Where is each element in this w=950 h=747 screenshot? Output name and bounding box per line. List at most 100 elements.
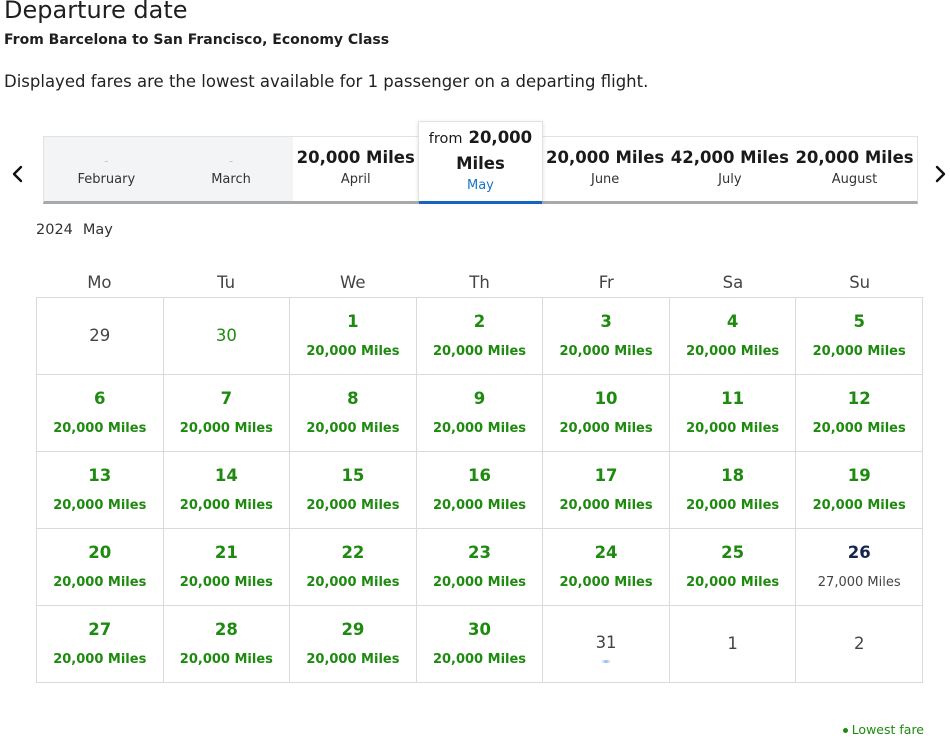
from-label: from [428,131,463,147]
day-number: 22 [341,543,365,562]
weekday-label: Mo [87,273,112,292]
day-cell[interactable]: 10 20,000 Miles [543,375,670,452]
legend: Lowest fare [842,722,924,737]
day-fare: 20,000 Miles [432,498,527,513]
day-cell[interactable]: 29 20,000 Miles [290,606,417,683]
previous-month-button[interactable] [6,162,30,186]
month-tab-june[interactable]: 20,000 Miles June [543,137,668,201]
day-cell[interactable]: 2 20,000 Miles [416,298,544,375]
day-cell[interactable]: 21 20,000 Miles [163,529,291,606]
day-cell[interactable]: 25 20,000 Miles [669,529,797,606]
day-number: 28 [214,620,238,639]
day-number: 16 [468,466,491,485]
day-cell[interactable]: 15 20,000 Miles [290,452,417,529]
month-name: August [831,172,878,187]
day-fare: 20,000 Miles [432,344,527,359]
day-cell[interactable]: 1 20,000 Miles [290,298,417,375]
day-cell[interactable]: 19 20,000 Miles [796,452,923,529]
day-cell[interactable]: 26 27,000 Miles [796,529,923,606]
day-cell[interactable]: 27 20,000 Miles [37,606,164,683]
weekday-label: We [340,273,366,292]
month-tab-july[interactable]: 42,000 Miles July [668,137,793,201]
day-fare: 20,000 Miles [559,344,653,359]
day-cell[interactable]: 11 20,000 Miles [669,375,797,452]
day-cell[interactable]: 9 20,000 Miles [416,375,544,452]
day-cell[interactable]: 5 20,000 Miles [796,298,923,375]
loading-indicator-icon [601,659,612,663]
month-tab-august[interactable]: 20,000 Miles August [792,137,917,201]
month-name: March [211,172,251,187]
chevron-right-icon [935,165,946,183]
day-number: 26 [847,543,871,562]
next-month-button[interactable] [928,162,950,186]
month-price-unit: Miles [456,154,505,173]
day-cell[interactable]: 20 20,000 Miles [37,529,164,606]
day-number: 23 [468,543,491,562]
day-cell[interactable]: 3 20,000 Miles [543,298,670,375]
day-cell[interactable]: 8 20,000 Miles [290,375,417,452]
day-cell[interactable]: 28 20,000 Miles [163,606,291,683]
day-cell[interactable]: 18 20,000 Miles [669,452,797,529]
day-cell: 31 [543,606,670,683]
day-fare: 20,000 Miles [432,421,527,436]
chevron-left-icon [12,165,23,183]
fare-calendar: Mo Tu We Th Fr Sa Su 29 30 1 20,000 Miles 2 20,000 … [36,268,923,683]
day-cell[interactable]: 7 20,000 Miles [163,375,291,452]
month-tab-march: - March [168,137,294,201]
day-fare: 20,000 Miles [686,344,780,359]
day-fare: 20,000 Miles [179,498,273,513]
day-cell: 29 [37,298,164,375]
lowest-fare-dot-icon [842,728,848,733]
day-cell[interactable]: 22 20,000 Miles [290,529,417,606]
day-cell[interactable]: 6 20,000 Miles [37,375,164,452]
day-cell: 30 [163,298,291,375]
weekday-label: Tu [217,273,236,292]
day-fare: 20,000 Miles [686,498,780,513]
day-cell[interactable]: 12 20,000 Miles [796,375,923,452]
month-name: June [590,172,620,187]
month-tab-may[interactable]: from 20,000 Miles May [418,121,543,204]
month-price: 20,000 Miles [546,148,665,167]
month-tab-april[interactable]: 20,000 Miles April [293,137,418,201]
day-fare: 20,000 Miles [432,575,527,590]
weekday-label: Su [849,273,871,292]
day-fare: 20,000 Miles [306,421,400,436]
weekday-label: Sa [722,273,744,292]
day-fare: 20,000 Miles [53,652,147,667]
day-fare: 20,000 Miles [179,652,273,667]
day-number: 6 [94,389,106,408]
month-name: May [466,178,494,193]
calendar-month: May [82,222,113,238]
day-fare: 20,000 Miles [812,421,906,436]
day-number: 24 [594,543,618,562]
day-number: 21 [214,543,238,562]
day-cell[interactable]: 23 20,000 Miles [416,529,544,606]
day-cell[interactable]: 16 20,000 Miles [416,452,544,529]
day-fare: 20,000 Miles [559,575,653,590]
month-price: - [104,154,109,168]
day-number: 27 [88,620,112,639]
day-number: 17 [594,466,618,485]
selected-month-indicator [419,201,542,204]
day-cell[interactable]: 30 20,000 Miles [416,606,544,683]
day-cell[interactable]: 13 20,000 Miles [37,452,164,529]
day-cell[interactable]: 24 20,000 Miles [543,529,670,606]
day-number: 9 [473,389,486,408]
day-number: 29 [341,620,365,639]
month-price: 20,000 Miles [795,148,914,167]
day-fare: 20,000 Miles [179,421,273,436]
day-fare: 20,000 Miles [812,344,906,359]
day-cell[interactable]: 14 20,000 Miles [163,452,291,529]
day-number: 4 [726,312,739,331]
day-fare: 20,000 Miles [53,575,147,590]
day-number: 2 [473,312,486,331]
month-price: - [228,154,234,168]
day-number: 30 [468,620,491,639]
day-number: 12 [847,389,871,408]
route-subtitle: From Barcelona to San Francisco, Economy… [4,32,390,48]
month-name: July [718,172,742,187]
day-cell[interactable]: 17 20,000 Miles [543,452,670,529]
day-number: 10 [594,389,618,408]
month-name: February [77,172,136,187]
day-cell[interactable]: 4 20,000 Miles [669,298,797,375]
